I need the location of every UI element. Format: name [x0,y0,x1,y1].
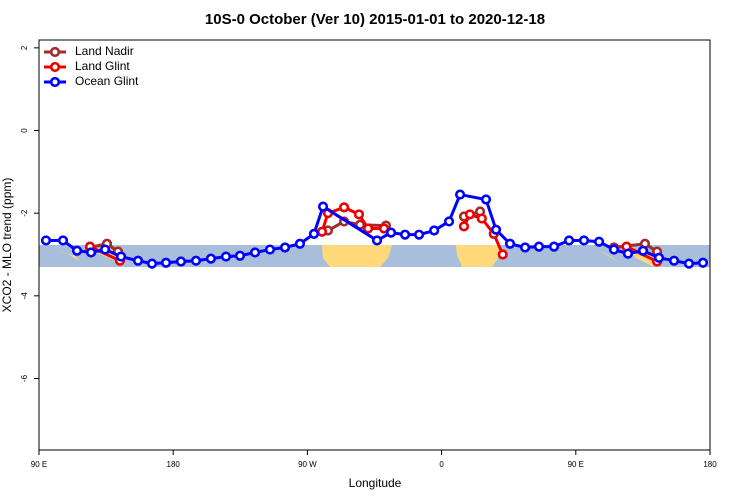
data-point [378,223,390,234]
data-point [279,242,291,253]
data-point [504,238,516,249]
data-point [220,251,232,262]
x-tick-label: 90 W [298,460,317,469]
data-point [190,255,202,266]
data-point [385,227,397,238]
data-point [85,247,97,258]
chart-title: 10S-0 October (Ver 10) 2015-01-01 to 202… [205,11,545,28]
data-point [399,229,411,240]
data-point [668,255,680,266]
plot-frame [38,39,711,451]
data-point [429,225,440,236]
data-point [480,194,492,205]
data-point [132,255,144,266]
data-point [338,202,350,213]
data-point [413,229,425,240]
data-point [443,216,455,227]
data-point [476,213,487,224]
data-point [653,252,665,263]
data-point [175,256,187,267]
data-point [308,228,320,239]
x-tick-label: 90 E [568,460,584,469]
x-tick-label: 90 E [31,460,47,469]
x-tick-label: 180 [703,460,717,469]
x-tick-label: 0 [439,460,444,469]
y-axis-label: XCO2 - MLO trend (ppm) [0,178,14,313]
data-point [683,258,695,269]
data-point [490,224,502,235]
legend-marker [49,46,61,58]
data-point [637,245,649,256]
legend-marker [49,61,61,73]
data-point [316,226,328,237]
data-point [317,201,329,212]
data-point [205,253,217,264]
data-point [294,238,306,249]
data-point [40,235,52,246]
data-point [520,242,531,253]
data-point [533,241,545,252]
data-point [563,235,575,246]
y-tick-label: 2 [20,45,29,50]
y-tick-label: 0 [20,128,29,133]
data-point [622,248,634,259]
data-point [71,245,83,256]
data-point [362,223,374,234]
data-point [464,209,476,220]
data-point [371,235,383,246]
y-tick-label: -2 [20,209,29,217]
data-point [160,257,172,268]
legend-label: Land Glint [75,59,130,73]
data-point [593,236,605,247]
data-point [497,249,508,260]
y-tick-label: -6 [20,374,29,382]
legend-marker [49,76,61,88]
data-point [264,244,276,255]
legend-label: Land Nadir [75,44,134,58]
data-point [578,235,590,246]
data-point [99,244,111,255]
data-point [146,258,158,269]
data-point [458,221,470,232]
x-axis-label: Longitude [349,476,402,490]
data-point [697,257,709,268]
data-point [115,251,127,262]
data-point [57,235,69,246]
data-point [608,244,620,255]
data-point [234,250,246,261]
data-point [454,189,466,200]
data-point [353,209,365,220]
x-tick-label: 180 [167,460,181,469]
data-point [249,247,261,258]
y-tick-label: -4 [20,292,29,300]
legend-label: Ocean Glint [75,74,139,88]
data-point [548,241,560,252]
